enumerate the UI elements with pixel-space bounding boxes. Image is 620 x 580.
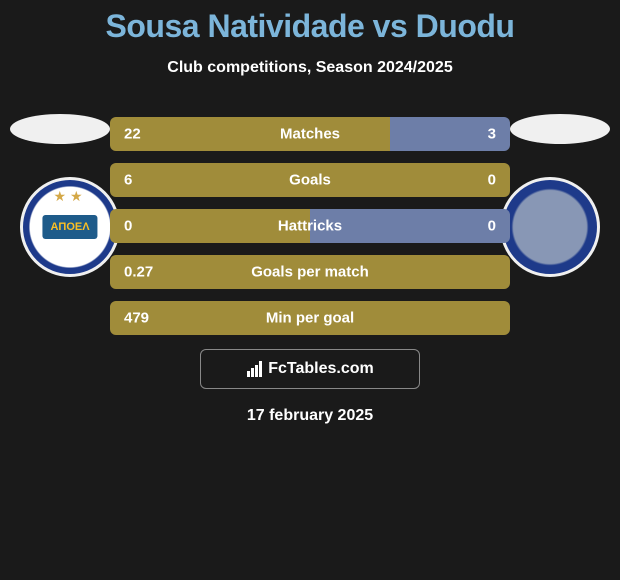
stat-label: Goals bbox=[289, 172, 331, 189]
stat-val-right: 0 bbox=[488, 218, 496, 235]
stat-row-matches: 22 Matches 3 bbox=[110, 117, 510, 151]
stat-label: Matches bbox=[280, 126, 340, 143]
stat-row-goals: 6 Goals 0 bbox=[110, 163, 510, 197]
flag-right bbox=[510, 114, 610, 144]
watermark-text: FcTables.com bbox=[268, 360, 374, 378]
stat-label: Min per goal bbox=[266, 310, 354, 327]
stat-val-left: 6 bbox=[124, 172, 132, 189]
stat-bar-left bbox=[110, 117, 390, 151]
stat-label: Hattricks bbox=[278, 218, 342, 235]
stat-row-goals-per-match: 0.27 Goals per match bbox=[110, 255, 510, 289]
stat-val-left: 0 bbox=[124, 218, 132, 235]
stat-row-min-per-goal: 479 Min per goal bbox=[110, 301, 510, 335]
stats-area: 22 Matches 3 6 Goals 0 0 Hattricks 0 0.2… bbox=[0, 117, 620, 425]
team-crest-right bbox=[500, 177, 600, 277]
stat-row-hattricks: 0 Hattricks 0 bbox=[110, 209, 510, 243]
stat-val-left: 22 bbox=[124, 126, 141, 143]
flag-left bbox=[10, 114, 110, 144]
date: 17 february 2025 bbox=[0, 407, 620, 425]
subtitle: Club competitions, Season 2024/2025 bbox=[0, 59, 620, 77]
stat-val-left: 479 bbox=[124, 310, 149, 327]
bar-chart-icon bbox=[246, 360, 264, 378]
stat-val-right: 0 bbox=[488, 172, 496, 189]
stat-label: Goals per match bbox=[251, 264, 369, 281]
team-crest-left bbox=[20, 177, 120, 277]
stat-val-left: 0.27 bbox=[124, 264, 153, 281]
stat-rows: 22 Matches 3 6 Goals 0 0 Hattricks 0 0.2… bbox=[110, 117, 510, 335]
watermark: FcTables.com bbox=[200, 349, 420, 389]
page-title: Sousa Natividade vs Duodu bbox=[0, 0, 620, 45]
stat-val-right: 3 bbox=[488, 126, 496, 143]
